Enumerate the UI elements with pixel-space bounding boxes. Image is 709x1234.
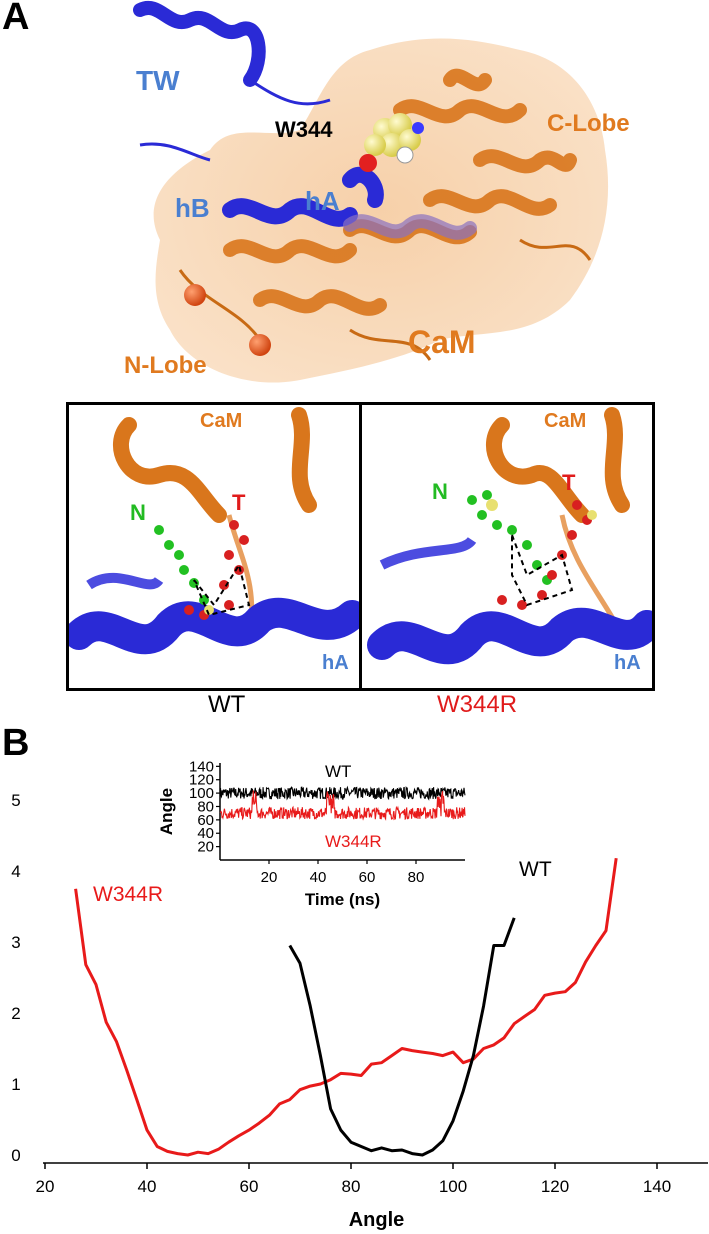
inset-y-tick-label: 20 <box>197 839 214 856</box>
x-tick-label: 80 <box>342 1177 361 1196</box>
x-tick-label: 40 <box>138 1177 157 1196</box>
label-hb: hB <box>175 193 210 223</box>
x-axis-label: Angle <box>349 1209 405 1231</box>
y-tick-label: 0 <box>11 1146 20 1165</box>
inset-w344r-caption: W344R <box>437 691 518 718</box>
inset-annotation-w344r: W344R <box>325 832 382 851</box>
inset-w344r-t-label: T <box>562 470 576 495</box>
inset-wt-cam-label: CaM <box>200 410 243 432</box>
inset-y-axis-label: Angle <box>157 788 176 835</box>
x-tick-label: 140 <box>643 1177 671 1196</box>
panel-a-letter: A <box>2 0 30 38</box>
inset-w344r-ha-label: hA <box>614 652 641 674</box>
protein-structure-image <box>133 1 609 383</box>
x-tick-label: 100 <box>439 1177 467 1196</box>
inset-y-tick-label: 40 <box>197 825 214 842</box>
x-tick-label: 60 <box>240 1177 259 1196</box>
inset-wt-n-label: N <box>130 500 146 525</box>
series-line-w344r <box>74 857 618 1157</box>
inset-x-tick-label: 40 <box>310 869 327 886</box>
inset-series-line-wt <box>219 785 466 801</box>
w344-residue <box>359 113 424 172</box>
y-tick-label: 2 <box>11 1004 20 1023</box>
inset-w344r-n-label: N <box>432 479 448 504</box>
label-c-lobe: C-Lobe <box>547 110 630 137</box>
y-tick-label: 3 <box>11 933 20 952</box>
inset-wt-caption: WT <box>208 691 246 718</box>
label-n-lobe: N-Lobe <box>124 352 207 379</box>
series-line-wt <box>288 917 516 1157</box>
inset-x-tick-label: 20 <box>261 869 278 886</box>
inset-series-line-w344r <box>219 790 466 821</box>
inset-y-tick-label: 100 <box>189 785 214 802</box>
label-ha: hA <box>305 186 340 216</box>
annotation-w344r: W344R <box>93 883 163 906</box>
inset-wt-image <box>69 407 362 655</box>
y-tick-label: 5 <box>11 791 20 810</box>
label-cam: CaM <box>408 324 476 360</box>
y-tick-label: 1 <box>11 1075 20 1094</box>
panel-b-letter: B <box>2 722 30 764</box>
inset-annotation-wt: WT <box>325 762 351 781</box>
x-tick-label: 120 <box>541 1177 569 1196</box>
inset-wt-ha-label: hA <box>322 652 349 674</box>
inset-w344r <box>359 402 655 691</box>
inset-y-tick-label: 80 <box>197 798 214 815</box>
annotation-wt: WT <box>519 858 552 881</box>
inset-x-tick-label: 80 <box>408 869 425 886</box>
inset-y-tick-label: 120 <box>189 772 214 789</box>
inset-wt-t-label: T <box>232 490 246 515</box>
label-tw: TW <box>136 65 180 96</box>
y-tick-label: 4 <box>11 862 20 881</box>
inset-y-tick-label: 60 <box>197 812 214 829</box>
inset-w344r-cam-label: CaM <box>544 410 587 432</box>
x-tick-label: 20 <box>36 1177 55 1196</box>
inset-wt <box>66 402 365 691</box>
inset-x-tick-label: 60 <box>359 869 376 886</box>
label-w344: W344 <box>275 117 333 142</box>
inset-x-axis-label: Time (ns) <box>305 890 380 909</box>
inset-y-tick-label: 140 <box>189 758 214 775</box>
inset-w344r-image <box>367 407 652 665</box>
